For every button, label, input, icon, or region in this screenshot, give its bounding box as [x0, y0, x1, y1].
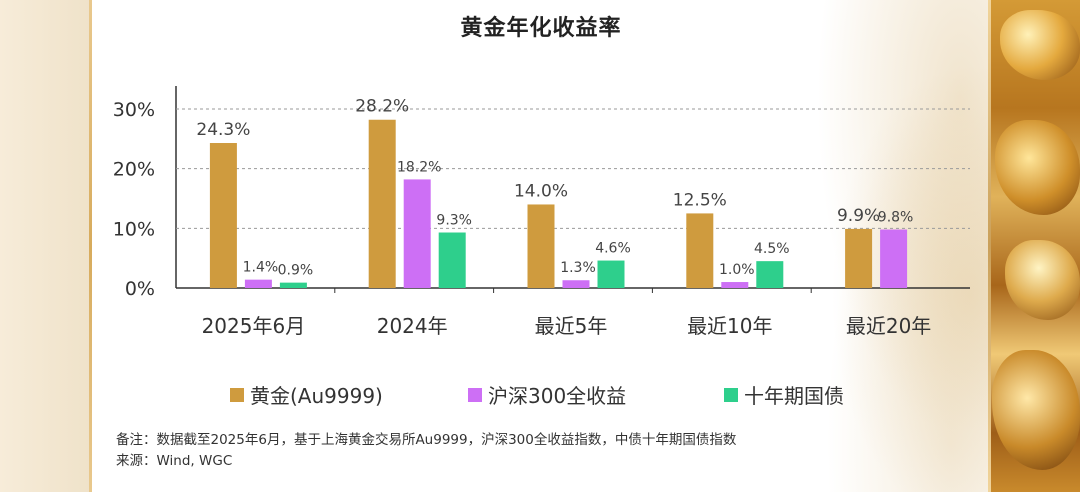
bar-gold [527, 204, 555, 288]
data-label: 4.5% [754, 241, 790, 257]
data-label: 9.3% [436, 213, 472, 229]
gold-nugget-icon [1005, 240, 1080, 320]
gold-nugget-icon [995, 120, 1080, 215]
y-tick-label: 0% [125, 278, 155, 300]
x-tick-label: 最近20年 [846, 314, 931, 338]
data-label: 1.4% [243, 260, 279, 276]
bar-csi300 [244, 279, 272, 288]
bar-csi300 [403, 179, 431, 288]
data-label: 14.0% [514, 181, 568, 201]
x-tick-label: 最近5年 [535, 314, 608, 338]
left-gold-border [89, 0, 92, 492]
left-margin [0, 0, 92, 492]
legend-label-csi300: 沪深300全收益 [488, 384, 627, 408]
y-tick-label: 30% [113, 99, 155, 121]
data-label: 9.9% [837, 206, 880, 226]
footnote-note: 备注：数据截至2025年6月，基于上海黄金交易所Au9999，沪深300全收益指… [116, 432, 737, 448]
data-label: 1.3% [560, 260, 596, 276]
chart-legend: 黄金(Au9999) 沪深300全收益 十年期国债 [230, 380, 930, 410]
footnote: 备注：数据截至2025年6月，基于上海黄金交易所Au9999，沪深300全收益指… [116, 430, 976, 472]
bar-chart: 0% 10% 20% 30% 2025年6月 24.3% 1.4% 0.9% 2024年 28.2… [113, 86, 970, 338]
legend-swatch-csi300 [468, 387, 482, 402]
right-gold-border [988, 0, 991, 492]
bar-csi300 [880, 229, 908, 288]
x-tick-label: 2025年6月 [202, 314, 306, 338]
bar-gold [686, 213, 714, 288]
x-tick-label: 2024年 [377, 314, 448, 338]
bar-bond [438, 232, 466, 288]
legend-item-csi300: 沪深300全收益 [468, 380, 626, 409]
legend-item-bond: 十年期国债 [724, 380, 844, 409]
bar-bond [279, 282, 307, 288]
bar-gold [368, 119, 396, 289]
data-label: 24.3% [196, 120, 250, 140]
bar-bond [597, 260, 625, 288]
bar-csi300 [721, 282, 749, 288]
legend-swatch-gold [230, 387, 244, 402]
bar-gold [845, 228, 873, 288]
bar-gold [209, 143, 237, 288]
footnote-source: 来源：Wind, WGC [116, 453, 233, 469]
y-tick-label: 20% [113, 159, 155, 181]
data-label: 1.0% [719, 262, 755, 278]
bar-csi300 [562, 280, 590, 288]
gold-nugget-icon [992, 350, 1080, 470]
y-tick-label: 10% [113, 218, 155, 240]
data-label: 12.5% [673, 190, 727, 210]
legend-item-gold: 黄金(Au9999) [230, 380, 383, 409]
legend-swatch-bond [724, 387, 738, 402]
data-label: 18.2% [397, 159, 441, 175]
data-label: 4.6% [595, 241, 631, 257]
data-label: 28.2% [355, 97, 409, 117]
legend-label-bond: 十年期国债 [744, 384, 844, 408]
legend-label-gold: 黄金(Au9999) [250, 384, 383, 408]
gold-nugget-icon [1000, 10, 1080, 80]
x-tick-label: 最近10年 [687, 314, 772, 338]
data-label: 0.9% [278, 263, 314, 279]
bar-bond [756, 261, 784, 288]
data-label: 9.8% [878, 210, 914, 226]
chart-title: 黄金年化收益率 [460, 16, 622, 41]
